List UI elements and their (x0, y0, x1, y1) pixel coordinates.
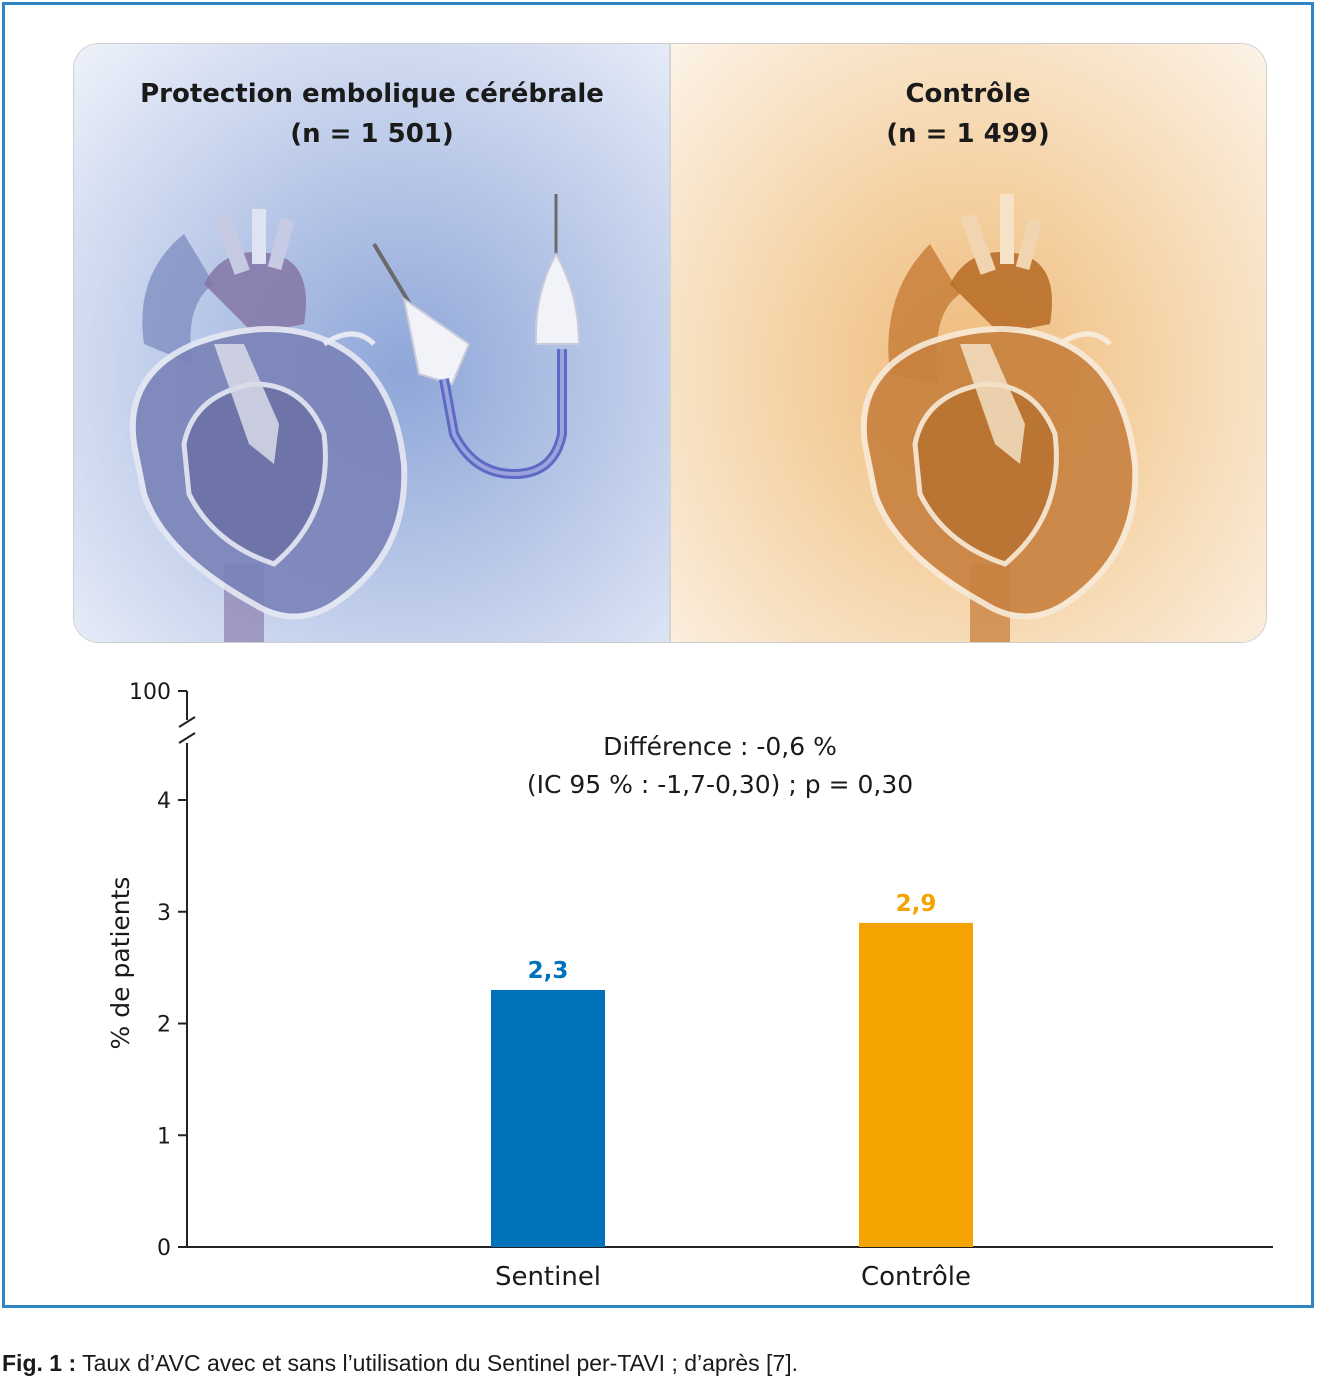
illustration-area: Protection embolique cérébrale (n = 1 50… (73, 43, 1267, 643)
x-category-label: Sentinel (495, 1262, 601, 1292)
control-panel: Contrôle (n = 1 499) (670, 44, 1266, 642)
bar-value-label: 2,9 (896, 891, 937, 917)
y-tick-label: 4 (157, 789, 171, 814)
caption-label: Fig. 1 : (2, 1350, 77, 1376)
y-tick-label: 0 (157, 1236, 171, 1261)
y-axis: 0 1 2 3 4 100 (129, 680, 196, 1261)
control-n-text: (n = 1 499) (886, 119, 1050, 149)
figure-frame: Protection embolique cérébrale (n = 1 50… (2, 2, 1314, 1308)
axis-break-mark (178, 732, 196, 744)
caption-text: Taux d’AVC avec et sans l’utilisation du… (76, 1350, 799, 1376)
bar-chart: 0 1 2 3 4 100 Sentinel Contrôle 2,3 2,9 Différe… (106, 680, 1273, 1292)
bars-group: 2,3 2,9 (491, 891, 973, 1247)
protection-panel-title: Protection embolique cérébrale (n = 1 50… (74, 74, 670, 154)
protection-n-text: (n = 1 501) (290, 119, 454, 149)
heart-with-device-illustration (129, 194, 581, 642)
panel-divider (669, 44, 671, 642)
x-category-label: Contrôle (861, 1262, 971, 1292)
bar-sentinel (491, 989, 605, 1247)
protection-title-text: Protection embolique cérébrale (140, 79, 604, 109)
figure-caption: Fig. 1 : Taux d’AVC avec et sans l’utili… (2, 1350, 798, 1377)
protection-panel: Protection embolique cérébrale (n = 1 50… (74, 44, 670, 642)
y-tick-label: 2 (157, 1013, 171, 1038)
x-axis: Sentinel Contrôle (187, 1246, 1273, 1292)
y-tick-label: 3 (157, 901, 171, 926)
y-axis-label: % de patients (106, 877, 135, 1050)
axis-break-mark (178, 716, 196, 728)
annotation-difference: Différence : -0,6 % (603, 732, 837, 761)
bar-controle (859, 922, 973, 1247)
annotation-ci-p: (IC 95 % : -1,7-0,30) ; p = 0,30 (527, 770, 913, 799)
bar-value-label: 2,3 (528, 958, 569, 984)
control-panel-title: Contrôle (n = 1 499) (670, 74, 1266, 154)
heart-illustration (860, 194, 1139, 642)
y-tick-label: 1 (157, 1124, 171, 1149)
control-title-text: Contrôle (905, 79, 1031, 109)
y-tick-label: 100 (129, 680, 171, 705)
